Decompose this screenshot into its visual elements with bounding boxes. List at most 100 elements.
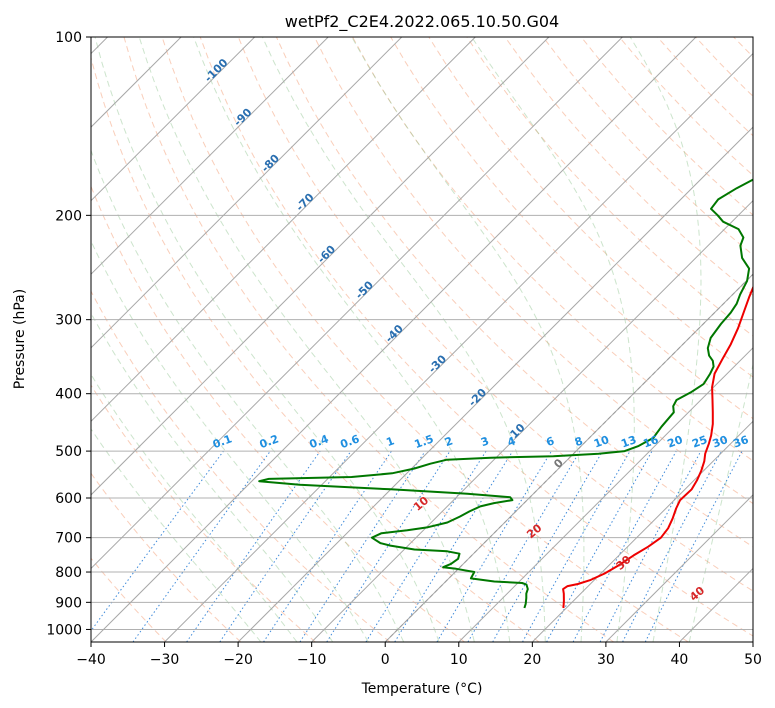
isotherm-line	[458, 347, 753, 642]
moist-adiabat	[91, 312, 334, 642]
moist-adiabat	[94, 37, 440, 642]
dry-adiabat	[390, 37, 753, 420]
mixing-ratio-label: 25	[690, 433, 709, 450]
y-tick-label: 500	[55, 444, 82, 460]
isotherm-line	[91, 37, 403, 349]
mixing-ratio-label: 30	[711, 433, 730, 451]
mixing-ratio-label: 8	[573, 434, 585, 449]
mixing-ratio-label: 6	[544, 434, 556, 449]
mixing-ratio-line	[644, 450, 743, 642]
mixing-ratio-label: 10	[592, 433, 611, 451]
grid-lines	[91, 37, 753, 630]
dry-adiabat	[91, 185, 465, 642]
moist-adiabat	[91, 239, 369, 642]
moist-adiabat	[138, 37, 475, 642]
isotherm-line	[237, 126, 753, 642]
isotherm-line	[311, 199, 753, 642]
mixing-ratio-line	[326, 450, 451, 642]
dry-adiabat	[237, 37, 753, 592]
mixing-ratio-line	[546, 450, 653, 642]
plot-frame	[90, 36, 754, 643]
mixing-ratio-label: 0.4	[308, 432, 331, 451]
dry-adiabat	[123, 37, 614, 642]
x-tick-label: 10	[450, 652, 468, 668]
mixing-ratio-label: 0.1	[211, 432, 234, 451]
mixing-ratio-label: 0.2	[258, 432, 281, 451]
isotherm-line	[91, 37, 256, 202]
isotherm-line	[91, 37, 697, 642]
x-tick-label: 40	[671, 652, 689, 668]
mixing-ratio-label: 36	[731, 433, 750, 451]
y-tick-label: 600	[55, 491, 82, 507]
moist-adiabat	[629, 37, 702, 642]
y-tick-label: 900	[55, 595, 82, 611]
x-axis-title: Temperature (°C)	[361, 681, 483, 697]
axes: −40 −30 −20 −10 0 10 20 30 40 5010020030040050060…	[46, 30, 762, 668]
mixing-ratio-label: 1.5	[413, 432, 436, 451]
dry-adiabat	[91, 384, 316, 642]
mixing-ratio-line	[572, 450, 677, 642]
moist-adiabat	[91, 428, 262, 642]
dry-adiabat	[91, 290, 391, 642]
moist-adiabat	[351, 37, 585, 642]
y-tick-label: 1000	[46, 622, 82, 638]
moist-adiabat	[193, 37, 511, 642]
chart-title: wetPf2_C2E4.2022.065.10.50.G04	[285, 12, 559, 32]
isotherm-line	[91, 37, 329, 275]
isotherm-line	[91, 37, 550, 496]
moist-adiabat	[91, 149, 405, 642]
mixing-ratio-line	[522, 450, 631, 642]
isotherm-line	[164, 52, 753, 642]
mixing-ratio-line	[263, 450, 392, 642]
y-tick-label: 800	[55, 565, 82, 581]
isotherm-line	[91, 37, 476, 423]
moist-adiabat	[261, 37, 546, 642]
dry-adiabat	[275, 37, 753, 548]
y-axis-title: Pressure (hPa)	[12, 289, 28, 389]
mixing-ratio-label: 3	[479, 434, 491, 449]
temperature-line	[562, 285, 753, 609]
x-tick-label: 0	[381, 652, 390, 668]
mixing-ratio-label: 16	[641, 433, 660, 451]
dry-adiabat	[466, 37, 753, 337]
mixing-ratio-line	[91, 450, 224, 632]
y-tick-label: 700	[55, 531, 82, 547]
mixing-ratio-label: 0.6	[338, 432, 361, 451]
y-tick-label: 400	[55, 387, 82, 403]
x-tick-label: 30	[597, 652, 615, 668]
isotherm-line	[531, 420, 753, 642]
mixing-ratio-label: 20	[666, 433, 685, 451]
mixing-ratio-label: 1	[385, 434, 397, 449]
mixing-ratio-line	[219, 450, 352, 642]
isotherm-line	[91, 37, 623, 570]
y-tick-label: 100	[55, 30, 82, 46]
mixing-ratio-label: 13	[619, 433, 638, 450]
x-tick-label: 50	[744, 652, 762, 668]
mixing-ratio-line	[186, 450, 321, 642]
x-tick-label: −10	[297, 652, 327, 668]
dry-adiabat	[91, 472, 242, 642]
dry-adiabat	[504, 37, 753, 296]
mixing-ratio-label: 4	[506, 434, 518, 449]
mixing-ratio-line	[299, 450, 426, 642]
moist-adiabat	[471, 37, 635, 642]
zero-isotherm	[384, 273, 753, 642]
y-tick-label: 200	[55, 208, 82, 224]
moist-adiabat	[688, 362, 753, 642]
mixing-ratio-line	[132, 450, 271, 642]
isotherm-line	[605, 494, 753, 642]
profile-series	[258, 178, 753, 609]
background-lines	[91, 37, 753, 642]
dry-adiabat	[314, 37, 753, 505]
y-tick-label: 300	[55, 313, 82, 329]
x-tick-label: 20	[523, 652, 541, 668]
x-tick-label: −40	[76, 652, 106, 668]
x-tick-label: −20	[223, 652, 253, 668]
mixing-ratio-label: 2	[443, 434, 455, 449]
dry-adiabat	[161, 37, 689, 642]
isotherm-lines	[91, 37, 753, 642]
dewpoint-line	[258, 178, 753, 609]
x-tick-label: −30	[150, 652, 180, 668]
